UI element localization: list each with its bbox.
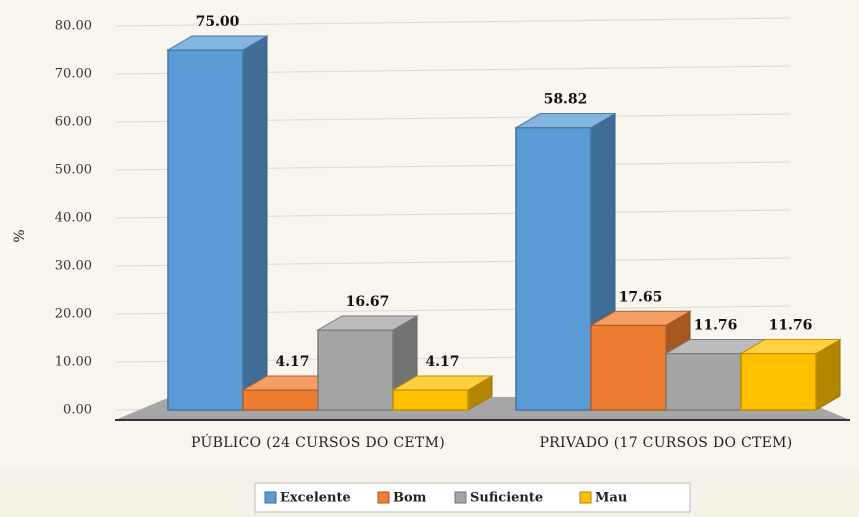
bar (740, 352, 817, 411)
bar (590, 324, 667, 411)
bar-top (739, 339, 842, 355)
value-label: 4.17 (275, 354, 309, 370)
bar-top (166, 35, 269, 51)
bar-side (242, 35, 268, 411)
x-tick-label: PÚBLICO (24 CURSOS DO CETM) (191, 433, 445, 451)
value-label: 11.76 (694, 318, 738, 334)
value-label: 58.82 (544, 92, 588, 108)
bar (665, 352, 742, 411)
y-tick-label: 0.00 (63, 403, 92, 418)
y-tick-label: 40.00 (55, 211, 92, 226)
bar-top (514, 113, 617, 129)
legend-label: Bom (393, 491, 427, 506)
y-tick-label: 50.00 (55, 163, 92, 178)
legend-swatch (377, 491, 390, 504)
y-tick-label: 80.00 (55, 19, 92, 34)
value-label: 16.67 (346, 294, 390, 310)
y-tick-label: 60.00 (55, 115, 92, 130)
bar-top (316, 315, 419, 331)
legend (254, 482, 691, 513)
y-tick-label: 30.00 (55, 259, 92, 274)
bar (242, 389, 319, 411)
y-tick-label: 70.00 (55, 67, 92, 82)
legend-label: Suficiente (470, 491, 543, 506)
value-label: 75.00 (196, 14, 240, 30)
y-tick-label: 10.00 (55, 355, 92, 370)
legend-swatch (579, 491, 592, 504)
value-label: 4.17 (425, 354, 459, 370)
bar-top (589, 310, 692, 326)
grid-line (114, 17, 791, 27)
legend-label: Excelente (280, 491, 351, 506)
bar (392, 389, 469, 411)
y-tick-label: 20.00 (55, 307, 92, 322)
value-label: 17.65 (619, 289, 663, 305)
bar (317, 329, 394, 411)
bar-top (391, 375, 494, 391)
y-axis-label: % (12, 229, 28, 242)
legend-swatch (264, 491, 277, 504)
bar (167, 49, 244, 411)
x-tick-label: PRIVADO (17 CURSOS DO CTEM) (539, 435, 792, 451)
legend-swatch (454, 491, 467, 504)
legend-label: Mau (595, 491, 627, 506)
bar (515, 126, 592, 411)
value-label: 11.76 (769, 318, 813, 334)
